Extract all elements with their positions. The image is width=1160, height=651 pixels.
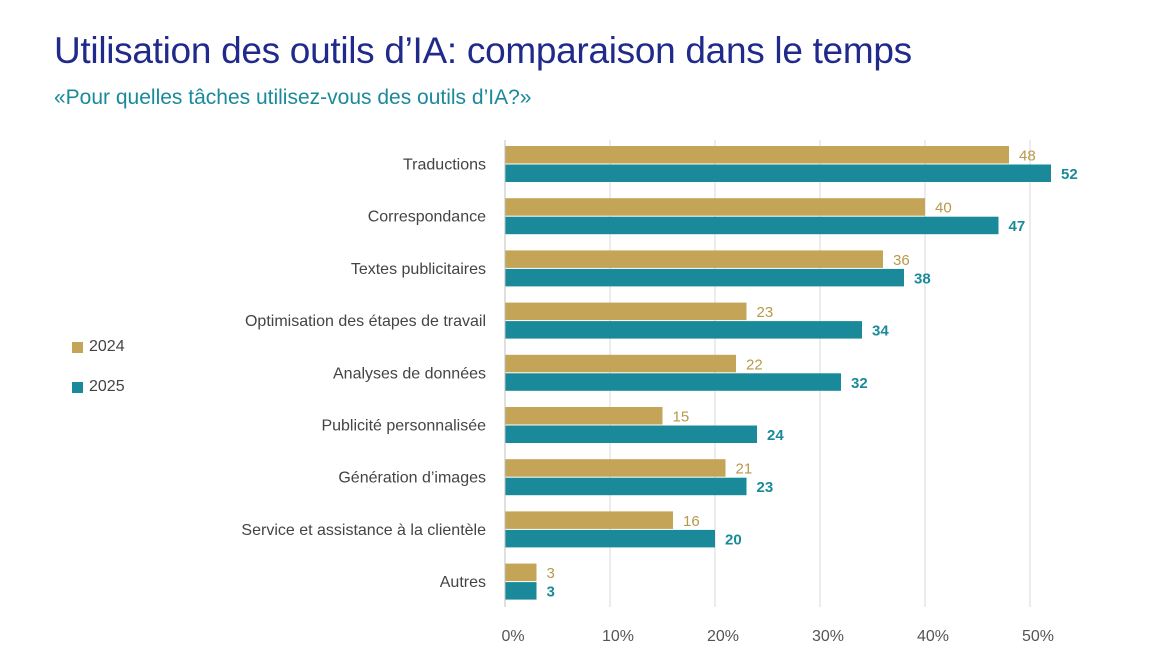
bar-2024 [505, 563, 537, 582]
legend-item-2025: 2025 [72, 376, 125, 398]
data-label-2024: 36 [893, 252, 910, 269]
data-label-2024: 40 [935, 200, 952, 217]
category-label: Traductions [403, 157, 486, 174]
data-label-2024: 3 [547, 565, 555, 582]
data-label-2025: 32 [851, 375, 868, 392]
data-label-2025: 34 [872, 323, 889, 340]
bar-2024 [505, 511, 673, 529]
bar-2024 [505, 459, 726, 477]
data-label-2024: 16 [683, 513, 700, 530]
bar-2025 [505, 477, 747, 496]
legend-label-2024: 2024 [89, 338, 125, 355]
category-label: Correspondance [368, 209, 486, 226]
bar-2024 [505, 198, 925, 216]
x-tick-label: 10% [602, 628, 634, 645]
data-label-2025: 3 [547, 584, 555, 601]
x-tick-label: 50% [1022, 628, 1054, 645]
legend: 2024 2025 [72, 336, 125, 416]
data-label-2024: 21 [736, 461, 753, 478]
data-label-2025: 23 [757, 479, 774, 496]
bar-2025 [505, 582, 537, 600]
data-label-2024: 48 [1019, 148, 1036, 165]
category-label: Service et assistance à la clientèle [241, 522, 486, 539]
bar-2024 [505, 250, 883, 268]
data-label-2025: 20 [725, 531, 742, 548]
category-label: Génération d’images [338, 470, 486, 487]
x-tick-label: 40% [917, 628, 949, 645]
bar-2024 [505, 354, 736, 373]
category-label: Textes publicitaires [351, 261, 486, 278]
x-tick-label: 20% [707, 628, 739, 645]
data-label-2025: 52 [1061, 166, 1078, 183]
data-label-2025: 47 [1009, 218, 1026, 235]
bar-2024 [505, 302, 747, 321]
data-label-2025: 38 [914, 270, 931, 287]
category-label: Publicité personnalisée [321, 418, 486, 435]
bar-2024 [505, 407, 663, 425]
chart-subtitle: «Pour quelles tâches utilisez-vous des o… [54, 86, 532, 109]
bar-2025 [505, 425, 757, 443]
bar-2025 [505, 529, 715, 548]
data-label-2024: 23 [757, 304, 774, 321]
bar-2025 [505, 164, 1051, 182]
x-tick-label: 0% [501, 628, 524, 645]
data-label-2024: 22 [746, 356, 763, 373]
category-label: Optimisation des étapes de travail [245, 313, 486, 330]
legend-item-2024: 2024 [72, 336, 125, 358]
bar-2025 [505, 216, 999, 235]
chart-title: Utilisation des outils d’IA: comparaison… [54, 30, 912, 71]
legend-label-2025: 2025 [89, 378, 125, 395]
bar-2025 [505, 321, 862, 339]
category-label: Autres [440, 574, 486, 591]
bar-2025 [505, 268, 904, 287]
legend-swatch-2024 [72, 341, 83, 353]
bar-2025 [505, 373, 841, 391]
bar-2024 [505, 146, 1009, 164]
legend-swatch-2025 [72, 381, 83, 393]
data-label-2024: 15 [673, 409, 690, 426]
category-label: Analyses de données [333, 365, 486, 382]
data-label-2025: 24 [767, 427, 784, 444]
x-tick-label: 30% [812, 628, 844, 645]
